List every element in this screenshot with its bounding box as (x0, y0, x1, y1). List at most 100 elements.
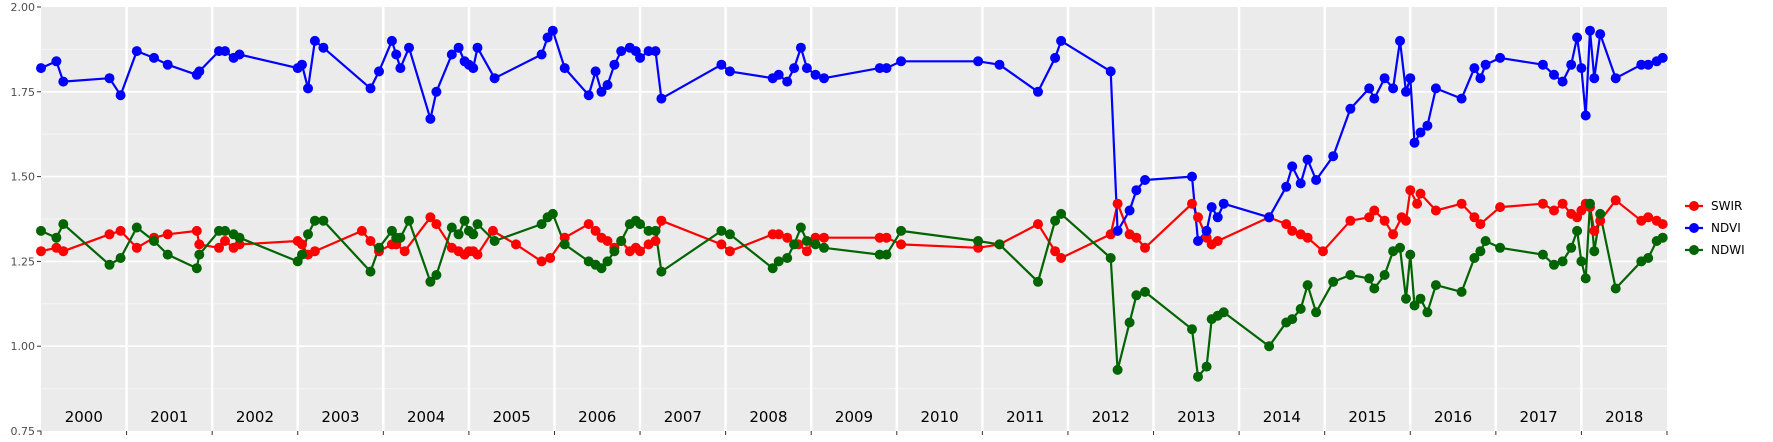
data-point-ndvi (1124, 205, 1135, 216)
legend-label-ndwi: NDWI (1711, 243, 1745, 257)
data-point-ndvi (536, 49, 547, 60)
data-point-ndvi (1469, 63, 1480, 74)
x-axis (40, 431, 1668, 435)
data-point-swir (1050, 246, 1061, 257)
legend-key-swir (1689, 201, 1699, 211)
data-point-ndvi (425, 113, 436, 124)
data-point-ndvi (1345, 103, 1356, 114)
data-point-swir (1364, 212, 1375, 223)
data-point-ndvi (220, 46, 230, 57)
data-point-swir (773, 229, 784, 240)
data-point-swir (1549, 205, 1559, 216)
data-point-ndwi (1187, 324, 1197, 335)
data-point-ndvi (1456, 93, 1467, 104)
data-point-ndwi (1056, 208, 1067, 219)
data-point-ndwi (1430, 280, 1441, 291)
year-label: 2013 (1177, 408, 1215, 426)
data-point-ndvi (374, 66, 384, 77)
data-point-swir (881, 232, 892, 243)
y-tick-label: 2.00 (11, 1, 36, 14)
data-point-ndvi (1589, 73, 1600, 84)
data-point-ndwi (819, 242, 829, 253)
data-point-ndwi (1287, 314, 1298, 325)
data-point-ndvi (1475, 73, 1486, 84)
data-point-ndwi (162, 249, 173, 260)
data-point-ndwi (559, 239, 570, 250)
data-point-ndwi (1566, 242, 1577, 253)
data-point-ndwi (1105, 253, 1116, 263)
data-point-ndvi (773, 69, 784, 80)
data-point-ndvi (1287, 161, 1298, 172)
data-point-ndwi (1345, 270, 1356, 280)
data-point-ndwi (596, 263, 607, 274)
data-point-ndvi (1050, 52, 1061, 63)
data-point-ndvi (810, 69, 821, 80)
data-point-ndvi (149, 52, 159, 63)
data-point-ndvi (1395, 35, 1405, 46)
data-point-swir (656, 215, 667, 226)
data-point-swir (1643, 212, 1654, 223)
data-point-ndwi (1328, 276, 1339, 287)
data-point-ndwi (1124, 317, 1135, 328)
year-label: 2017 (1520, 408, 1558, 426)
data-point-ndwi (801, 236, 812, 246)
data-point-swir (1302, 232, 1313, 243)
data-point-ndwi (994, 239, 1005, 250)
data-point-swir (716, 239, 727, 250)
data-point-swir (1657, 219, 1668, 230)
data-point-ndvi (1056, 35, 1067, 46)
data-point-ndvi (1557, 76, 1568, 87)
data-point-ndwi (1409, 300, 1420, 311)
legend-label-swir: SWIR (1711, 199, 1742, 213)
data-point-swir (1537, 198, 1548, 209)
data-point-ndvi (1033, 86, 1043, 97)
data-point-ndwi (773, 256, 784, 267)
data-point-swir (115, 225, 126, 236)
data-point-ndvi (896, 56, 907, 67)
data-point-ndwi (220, 225, 230, 236)
data-point-swir (583, 219, 594, 230)
data-point-ndvi (643, 46, 654, 57)
data-point-ndvi (1572, 32, 1583, 43)
data-point-ndvi (365, 83, 376, 94)
data-point-swir (1056, 253, 1067, 263)
data-point-swir (36, 246, 46, 257)
data-point-ndwi (131, 222, 142, 233)
data-point-ndvi (1212, 212, 1223, 223)
legend-key-ndvi (1689, 223, 1699, 233)
data-point-swir (399, 246, 410, 257)
data-point-ndwi (1557, 256, 1568, 267)
year-label: 2012 (1092, 408, 1130, 426)
data-point-ndwi (1589, 246, 1600, 257)
data-point-ndvi (801, 63, 812, 74)
data-point-ndvi (1311, 175, 1322, 185)
data-point-ndvi (596, 86, 607, 97)
data-point-swir (1112, 198, 1123, 209)
y-tick-label: 1.50 (11, 171, 36, 184)
data-point-swir (782, 232, 793, 243)
data-point-ndvi (131, 46, 142, 57)
data-point-ndvi (446, 49, 457, 60)
data-point-swir (1412, 198, 1423, 209)
data-point-ndvi (318, 42, 329, 53)
y-tick-label: 1.25 (11, 255, 36, 268)
data-point-ndvi (1549, 69, 1559, 80)
data-point-ndvi (1379, 73, 1390, 84)
data-point-ndvi (51, 56, 62, 67)
data-point-swir (162, 229, 173, 240)
data-point-swir (896, 239, 907, 250)
data-point-swir (191, 225, 202, 236)
data-point-ndvi (724, 66, 735, 77)
data-point-ndwi (191, 263, 202, 274)
data-point-ndwi (374, 242, 384, 253)
data-point-ndwi (724, 229, 735, 240)
data-point-swir (1212, 236, 1223, 246)
data-point-ndvi (590, 66, 601, 77)
data-point-ndwi (431, 270, 442, 280)
data-point-ndwi (643, 225, 654, 236)
data-point-ndwi (1311, 307, 1322, 318)
year-label: 2004 (407, 408, 445, 426)
data-point-ndwi (896, 225, 907, 236)
data-point-swir (536, 256, 547, 267)
data-point-swir (104, 229, 115, 240)
